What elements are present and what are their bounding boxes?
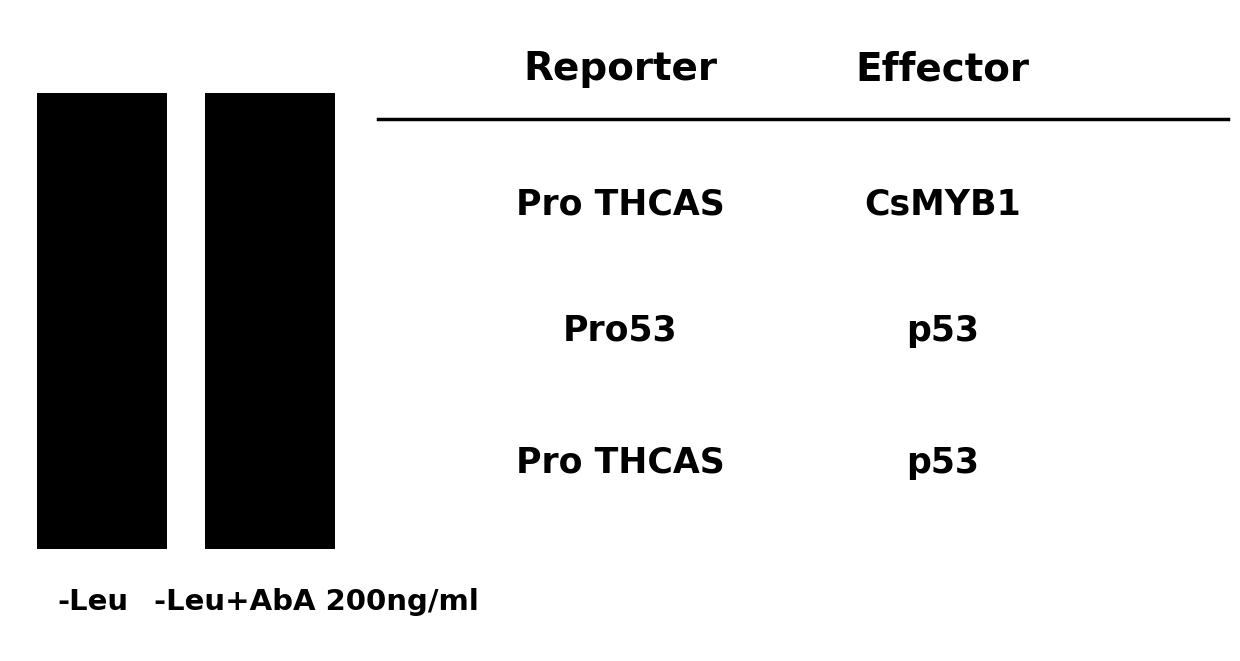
Text: Pro53: Pro53	[563, 313, 677, 348]
Text: Reporter: Reporter	[523, 50, 717, 89]
Text: Effector: Effector	[856, 50, 1029, 89]
Text: Pro THCAS: Pro THCAS	[516, 446, 724, 480]
Text: Pro THCAS: Pro THCAS	[516, 188, 724, 222]
Text: -Leu: -Leu	[57, 588, 129, 615]
Text: p53: p53	[906, 446, 978, 480]
Bar	[205, 93, 335, 549]
Text: -Leu+AbA 200ng/ml: -Leu+AbA 200ng/ml	[154, 588, 479, 615]
Text: p53: p53	[906, 313, 978, 348]
Text: CsMYB1: CsMYB1	[864, 188, 1021, 222]
Bar	[37, 93, 167, 549]
